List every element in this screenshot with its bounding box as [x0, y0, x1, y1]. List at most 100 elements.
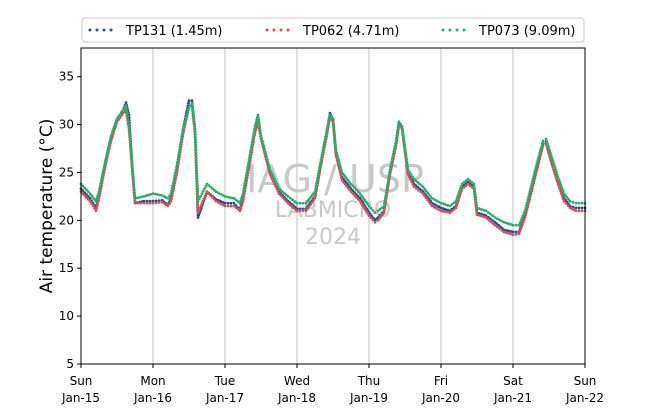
data-point: [96, 192, 100, 196]
data-point: [98, 187, 101, 191]
data-point: [348, 188, 351, 192]
data-point: [491, 214, 495, 218]
data-point: [396, 125, 400, 129]
data-point: [132, 181, 136, 184]
data-point: [312, 192, 315, 196]
data-point: [274, 185, 277, 188]
data-point: [381, 213, 384, 217]
data-point: [474, 195, 478, 199]
x-tick-label-date: Jan-17: [205, 391, 244, 405]
data-point: [509, 230, 513, 233]
legend-marker: [265, 28, 269, 32]
data-point: [391, 155, 395, 159]
data-point: [371, 209, 375, 212]
data-point: [102, 166, 106, 170]
data-point: [514, 230, 518, 234]
data-point: [333, 141, 337, 145]
data-point: [223, 195, 227, 198]
data-point: [131, 170, 135, 174]
data-point: [190, 102, 194, 105]
data-point: [193, 127, 197, 131]
data-point: [131, 168, 135, 171]
data-point: [178, 148, 182, 152]
data-point: [409, 173, 413, 176]
data-point: [226, 201, 230, 205]
data-point: [97, 190, 101, 194]
data-point: [291, 198, 294, 202]
data-point: [346, 186, 350, 190]
data-point: [340, 176, 343, 180]
data-point: [130, 162, 134, 166]
data-point: [267, 163, 270, 166]
series-2: [79, 102, 587, 227]
data-point: [253, 125, 257, 128]
data-point: [390, 160, 393, 164]
data-point: [373, 220, 377, 224]
data-point: [539, 146, 543, 150]
data-point: [117, 115, 120, 119]
data-point: [128, 131, 132, 134]
data-point: [197, 209, 201, 212]
data-point: [551, 159, 555, 162]
data-point: [193, 122, 196, 126]
data-point: [389, 165, 392, 169]
data-point: [93, 207, 96, 210]
data-point: [493, 223, 497, 227]
data-point: [244, 174, 248, 177]
data-point: [468, 179, 472, 183]
data-point: [519, 219, 523, 222]
data-point: [318, 166, 321, 170]
data-point: [531, 177, 535, 181]
data-point: [424, 189, 428, 193]
data-point: [340, 178, 344, 182]
data-point: [332, 130, 336, 134]
data-point: [324, 135, 327, 139]
data-point: [169, 199, 173, 203]
data-point: [361, 203, 364, 207]
data-point: [99, 182, 102, 186]
data-point: [464, 184, 468, 188]
data-point: [304, 201, 308, 205]
data-point: [239, 199, 243, 203]
data-point: [108, 142, 111, 145]
data-point: [448, 204, 452, 208]
data-point: [571, 200, 575, 204]
data-point: [550, 163, 554, 167]
data-point: [195, 176, 199, 180]
data-point: [477, 207, 481, 211]
data-point: [322, 143, 326, 147]
data-point: [175, 166, 178, 169]
legend-entry-1: TP062 (4.71m): [265, 24, 399, 39]
data-point: [304, 209, 308, 213]
data-point: [474, 201, 478, 205]
data-point: [106, 146, 110, 150]
data-point: [105, 154, 108, 158]
data-point: [257, 121, 261, 125]
data-point: [421, 190, 425, 194]
data-point: [247, 161, 250, 165]
data-point: [387, 173, 391, 177]
data-point: [544, 137, 548, 141]
data-point: [371, 218, 375, 222]
x-tick-label-day: Mon: [140, 374, 165, 388]
data-point: [262, 145, 266, 148]
data-point: [325, 130, 328, 134]
data-point: [560, 192, 563, 196]
data-point: [580, 206, 584, 210]
data-point: [417, 188, 420, 192]
data-point: [274, 180, 277, 184]
data-point: [548, 149, 552, 153]
data-point: [384, 191, 388, 195]
data-point: [393, 144, 397, 148]
data-point: [557, 178, 561, 182]
data-point: [194, 151, 198, 154]
data-point: [192, 117, 196, 121]
data-point: [124, 104, 128, 107]
data-point: [333, 138, 337, 142]
data-point: [550, 156, 554, 160]
data-point: [514, 223, 518, 227]
data-point: [191, 112, 195, 116]
data-point: [524, 204, 528, 207]
data-point: [309, 196, 312, 199]
data-point: [558, 180, 562, 184]
